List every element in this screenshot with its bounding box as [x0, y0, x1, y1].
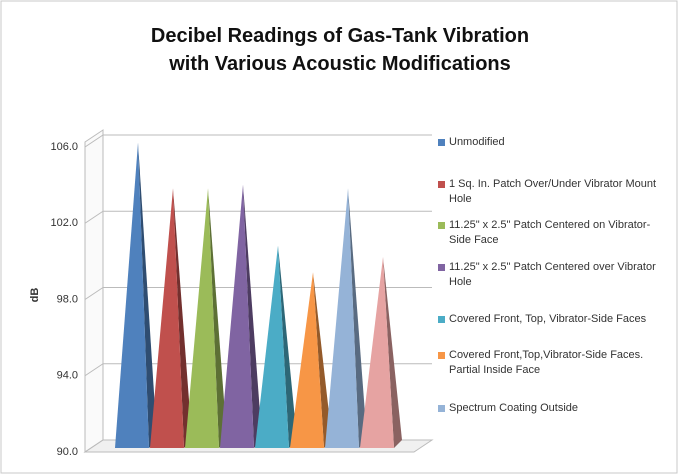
pyramid: [115, 142, 149, 448]
legend-swatch: [438, 181, 445, 188]
grid-line-side: [84, 439, 104, 453]
pyramid: [325, 188, 359, 448]
legend-label: Covered Front, Top, Vibrator-Side Faces: [449, 313, 647, 325]
y-tick-label: 102.0: [50, 217, 78, 229]
y-tick-label: 98.0: [57, 293, 78, 305]
grid-line-side: [84, 134, 104, 148]
y-tick-label: 90.0: [57, 446, 78, 458]
pyramid: [255, 245, 289, 448]
legend-label: 11.25" x 2.5" Patch Centered over Vibrat…: [449, 261, 656, 288]
legend-entry: Covered Front, Top, Vibrator-Side Faces: [438, 312, 670, 327]
legend-entry: Covered Front,Top,Vibrator-Side Faces. P…: [438, 348, 670, 378]
pyramid-side: [208, 188, 227, 448]
side-wall: [84, 129, 104, 453]
legend-label: 1 Sq. In. Patch Over/Under Vibrator Moun…: [449, 178, 657, 205]
pyramid-side: [313, 272, 332, 448]
legend-swatch: [438, 264, 445, 271]
pyramid: [185, 188, 219, 448]
legend-swatch: [438, 352, 445, 359]
legend-label: Covered Front,Top,Vibrator-Side Faces. P…: [449, 349, 644, 376]
pyramid-side: [348, 188, 367, 448]
legend-label: Unmodified: [449, 136, 505, 148]
pyramid-side: [383, 257, 402, 448]
pyramid: [290, 272, 324, 448]
legend-label: 11.25" x 2.5" Patch Centered on Vibrator…: [449, 219, 651, 246]
legend-swatch: [438, 222, 445, 229]
legend-entry: Spectrum Coating Outside: [438, 401, 670, 416]
legend-swatch: [438, 139, 445, 146]
legend-swatch: [438, 316, 445, 323]
legend-entry: 1 Sq. In. Patch Over/Under Vibrator Moun…: [438, 177, 670, 207]
y-axis-label: dB: [29, 288, 41, 303]
legend-label: Spectrum Coating Outside: [449, 402, 579, 414]
pyramid: [360, 257, 394, 448]
legend-entry: 11.25" x 2.5" Patch Centered on Vibrator…: [438, 218, 670, 248]
legend-swatch: [438, 405, 445, 412]
grid-line-side: [84, 287, 104, 300]
pyramid-side: [138, 142, 157, 448]
pyramid: [150, 188, 184, 448]
pyramid: [220, 184, 254, 448]
grid-line-side: [84, 363, 104, 377]
legend-entry: 11.25" x 2.5" Patch Centered over Vibrat…: [438, 260, 670, 290]
y-tick-label: 106.0: [50, 141, 78, 153]
y-tick-label: 94.0: [57, 370, 78, 382]
pyramid-side: [173, 188, 192, 448]
pyramid-side: [243, 184, 262, 448]
chart-title: Decibel Readings of Gas-Tank Vibration w…: [150, 25, 530, 75]
pyramid-side: [278, 245, 297, 448]
legend-entry: Unmodified: [438, 135, 670, 150]
grid-line-side: [84, 210, 104, 224]
